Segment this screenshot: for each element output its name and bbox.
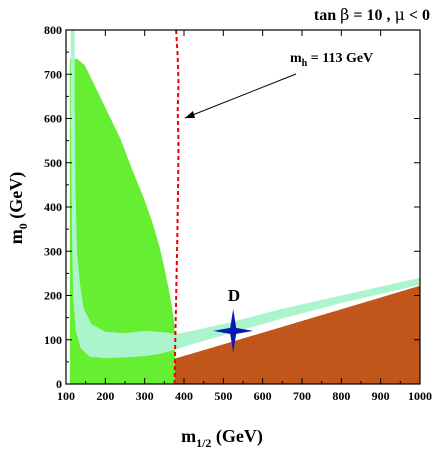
mh-label-main: m	[290, 51, 302, 66]
mh-label-rest: = 113 GeV	[307, 51, 373, 66]
x-axis-unit: (GeV)	[211, 426, 262, 447]
bsgamma-excluded-region	[69, 58, 175, 384]
mh-label: mh = 113 GeV	[290, 51, 373, 69]
mh-contour-line	[173, 30, 180, 384]
mh-arrow-head	[185, 111, 195, 118]
benchmark-label: D	[228, 286, 240, 305]
x-tick-label: 500	[214, 389, 232, 403]
mh-arrow-line	[184, 73, 297, 119]
y-tick-label: 200	[44, 289, 62, 303]
y-axis-sub: 0	[16, 223, 30, 229]
mh-label-sub: h	[302, 58, 308, 69]
y-tick-label: 600	[44, 112, 62, 126]
stau-lsp-region	[101, 285, 420, 384]
title-tan: tan	[314, 7, 336, 24]
x-tick-label: 800	[332, 389, 350, 403]
x-tick-label: 700	[293, 389, 311, 403]
y-tick-label: 700	[44, 67, 62, 81]
x-tick-label: 1000	[408, 389, 432, 403]
y-tick-label: 0	[56, 377, 62, 391]
x-tick-label: 100	[57, 389, 75, 403]
x-axis-title: m1/2 (GeV)	[181, 426, 263, 450]
title-beta: β	[340, 5, 349, 24]
x-axis-sub: 1/2	[196, 436, 211, 450]
y-tick-label: 400	[44, 200, 62, 214]
y-tick-label: 500	[44, 156, 62, 170]
x-tick-label: 400	[175, 389, 193, 403]
title-mu: μ	[394, 5, 404, 24]
x-axis-main: m	[181, 426, 196, 446]
y-tick-label: 800	[44, 23, 62, 37]
benchmark-star-marker	[213, 308, 254, 353]
chart-title: tan β = 10 , μ < 0	[314, 5, 430, 24]
x-tick-label: 900	[372, 389, 390, 403]
y-axis-title: m0 (GeV)	[6, 172, 30, 244]
x-tick-label: 600	[254, 389, 272, 403]
y-axis-unit: (GeV)	[6, 172, 27, 223]
y-axis-main: m	[6, 229, 26, 244]
y-tick-label: 100	[44, 333, 62, 347]
x-tick-label: 200	[96, 389, 114, 403]
x-tick-label: 300	[136, 389, 154, 403]
title-lt0: < 0	[405, 7, 430, 24]
y-tick-label: 300	[44, 244, 62, 258]
title-eq1: = 10 ,	[349, 7, 394, 24]
